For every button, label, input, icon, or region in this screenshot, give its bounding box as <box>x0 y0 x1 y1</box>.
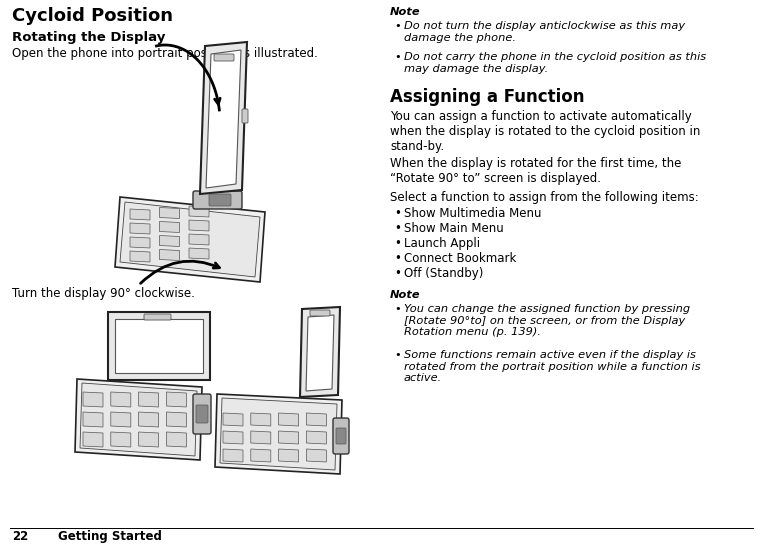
Polygon shape <box>139 412 159 427</box>
Polygon shape <box>307 449 327 462</box>
Text: Note: Note <box>390 290 420 300</box>
FancyBboxPatch shape <box>209 194 231 206</box>
Polygon shape <box>166 412 186 427</box>
Text: •: • <box>394 267 401 280</box>
Polygon shape <box>108 312 210 380</box>
Text: You can change the assigned function by pressing
[Rotate 90°to] on the screen, o: You can change the assigned function by … <box>404 304 690 337</box>
Text: Rotating the Display: Rotating the Display <box>12 31 166 44</box>
Polygon shape <box>278 413 298 426</box>
Text: When the display is rotated for the first time, the
“Rotate 90° to” screen is di: When the display is rotated for the firs… <box>390 157 681 185</box>
Polygon shape <box>223 449 243 462</box>
Polygon shape <box>220 398 337 470</box>
Text: •: • <box>394 207 401 220</box>
Text: •: • <box>394 237 401 250</box>
Polygon shape <box>200 42 247 194</box>
Polygon shape <box>251 413 271 426</box>
Text: Getting Started: Getting Started <box>58 530 162 543</box>
FancyBboxPatch shape <box>336 428 346 444</box>
Polygon shape <box>215 394 342 474</box>
Polygon shape <box>278 449 298 462</box>
Polygon shape <box>115 319 203 373</box>
Polygon shape <box>83 432 103 447</box>
Text: Note: Note <box>390 7 420 17</box>
Polygon shape <box>120 202 260 277</box>
Polygon shape <box>166 392 186 407</box>
Text: Some functions remain active even if the display is
rotated from the portrait po: Some functions remain active even if the… <box>404 350 700 383</box>
Polygon shape <box>223 431 243 444</box>
Polygon shape <box>83 412 103 427</box>
Polygon shape <box>139 432 159 447</box>
Polygon shape <box>130 209 150 220</box>
Text: Launch Appli: Launch Appli <box>404 237 480 250</box>
Polygon shape <box>189 220 209 231</box>
Text: •: • <box>394 304 401 314</box>
Polygon shape <box>307 431 327 444</box>
Text: •: • <box>394 21 401 31</box>
Text: Connect Bookmark: Connect Bookmark <box>404 252 517 265</box>
Polygon shape <box>189 234 209 245</box>
Polygon shape <box>130 251 150 262</box>
Polygon shape <box>300 307 340 397</box>
Text: Show Multimedia Menu: Show Multimedia Menu <box>404 207 542 220</box>
Polygon shape <box>278 431 298 444</box>
FancyBboxPatch shape <box>193 191 242 209</box>
Polygon shape <box>75 379 202 460</box>
Polygon shape <box>111 392 130 407</box>
Polygon shape <box>251 449 271 462</box>
Polygon shape <box>166 432 186 447</box>
Polygon shape <box>111 432 130 447</box>
Polygon shape <box>206 50 241 188</box>
Text: Do not carry the phone in the cycloid position as this
may damage the display.: Do not carry the phone in the cycloid po… <box>404 52 706 73</box>
FancyBboxPatch shape <box>196 405 208 423</box>
FancyBboxPatch shape <box>310 310 330 316</box>
Text: •: • <box>394 252 401 265</box>
FancyBboxPatch shape <box>214 54 234 61</box>
Polygon shape <box>130 223 150 234</box>
Text: •: • <box>394 222 401 235</box>
Polygon shape <box>307 413 327 426</box>
Polygon shape <box>130 237 150 248</box>
Polygon shape <box>159 236 179 247</box>
Polygon shape <box>159 250 179 261</box>
Text: Off (Standby): Off (Standby) <box>404 267 484 280</box>
Polygon shape <box>111 412 130 427</box>
Text: 22: 22 <box>12 530 28 543</box>
Text: Cycloid Position: Cycloid Position <box>12 7 173 25</box>
FancyBboxPatch shape <box>333 418 349 454</box>
Text: Assigning a Function: Assigning a Function <box>390 88 584 106</box>
Text: Show Main Menu: Show Main Menu <box>404 222 504 235</box>
Text: Select a function to assign from the following items:: Select a function to assign from the fol… <box>390 191 699 204</box>
Polygon shape <box>115 197 265 282</box>
Polygon shape <box>189 248 209 259</box>
Polygon shape <box>251 431 271 444</box>
Text: Do not turn the display anticlockwise as this may
damage the phone.: Do not turn the display anticlockwise as… <box>404 21 685 43</box>
FancyBboxPatch shape <box>193 394 211 434</box>
Polygon shape <box>83 392 103 407</box>
Text: You can assign a function to activate automatically
when the display is rotated : You can assign a function to activate au… <box>390 110 700 153</box>
Text: •: • <box>394 52 401 62</box>
Text: •: • <box>394 350 401 360</box>
Text: Open the phone into portrait position as illustrated.: Open the phone into portrait position as… <box>12 47 318 60</box>
Polygon shape <box>159 221 179 232</box>
Polygon shape <box>159 208 179 219</box>
Polygon shape <box>80 383 197 456</box>
Text: Turn the display 90° clockwise.: Turn the display 90° clockwise. <box>12 287 195 300</box>
FancyBboxPatch shape <box>144 314 171 320</box>
Polygon shape <box>139 392 159 407</box>
FancyBboxPatch shape <box>242 109 248 123</box>
Polygon shape <box>189 206 209 217</box>
Polygon shape <box>223 413 243 426</box>
Polygon shape <box>306 315 334 391</box>
